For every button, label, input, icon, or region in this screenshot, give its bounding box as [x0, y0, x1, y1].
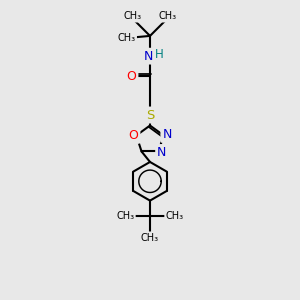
Text: CH₃: CH₃	[116, 211, 134, 221]
Text: O: O	[127, 70, 136, 83]
Text: N: N	[144, 50, 153, 63]
Text: CH₃: CH₃	[117, 33, 136, 43]
Text: O: O	[129, 129, 139, 142]
Text: CH₃: CH₃	[141, 233, 159, 243]
Text: CH₃: CH₃	[124, 11, 142, 21]
Text: CH₃: CH₃	[158, 11, 176, 21]
Text: CH₃: CH₃	[166, 211, 184, 221]
Text: N: N	[162, 128, 172, 141]
Text: S: S	[146, 109, 154, 122]
Text: N: N	[157, 146, 167, 159]
Text: H: H	[155, 48, 164, 61]
